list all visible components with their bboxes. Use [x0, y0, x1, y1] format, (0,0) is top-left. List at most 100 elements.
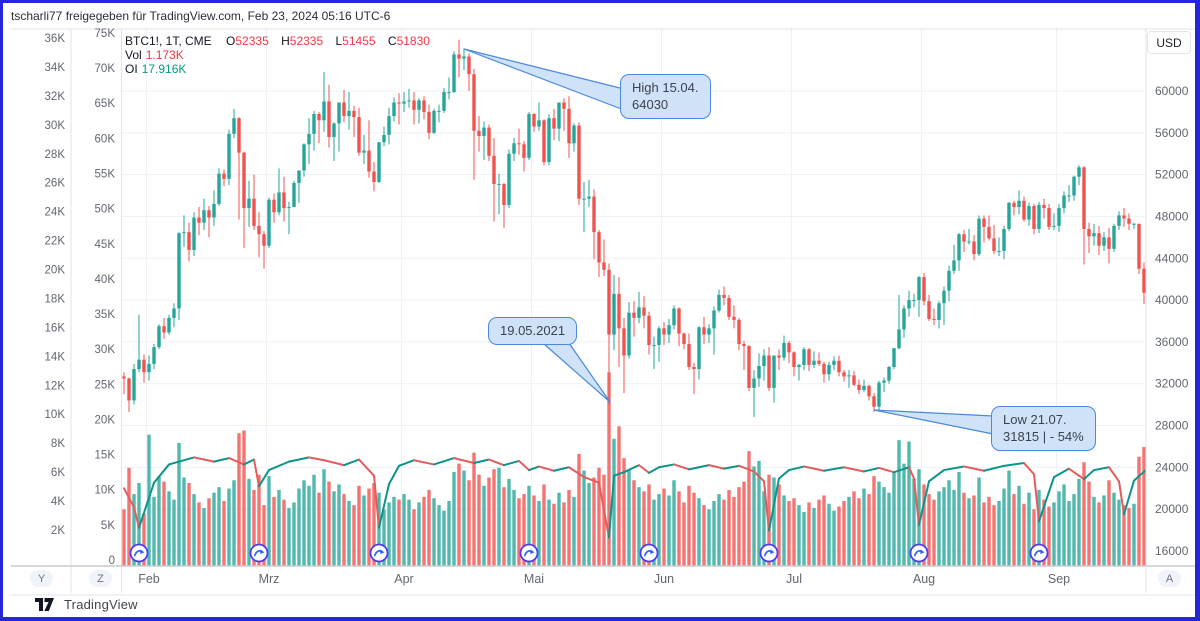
volume-bar: [937, 491, 941, 566]
volume-bar: [1022, 503, 1026, 566]
volume-bar: [127, 467, 131, 566]
expiry-marker-icon[interactable]: [519, 543, 539, 563]
open-label: O: [226, 34, 236, 48]
volume-tick-label: 32K: [45, 91, 66, 103]
callout-text: 31815 | - 54%: [1003, 429, 1084, 444]
volume-tick-label: 28K: [45, 149, 66, 161]
oi-tick-label: 45K: [95, 239, 116, 251]
volume-bar: [982, 502, 986, 566]
candle-body: [272, 199, 276, 213]
open-value: 52335: [235, 34, 269, 48]
marker-circle: [129, 543, 149, 563]
volume-scale-button[interactable]: Y: [30, 570, 53, 587]
oi-label[interactable]: OI: [125, 62, 138, 76]
price-chart-canvas[interactable]: 36K 34K 32K 30K 28K 26K 24K 22K 20K 18K 16K 14K 12K 1…: [3, 3, 1195, 617]
candle-body: [582, 198, 586, 200]
tradingview-attribution[interactable]: TradingView: [35, 597, 138, 612]
oi-tick-label: 40K: [95, 274, 116, 286]
oi-line-segment: [738, 464, 755, 473]
candle-body: [637, 307, 641, 318]
volume-value: 1.173K: [145, 48, 184, 62]
candle-body: [707, 328, 711, 335]
volume-bar: [572, 496, 576, 566]
volume-bar: [432, 498, 436, 566]
volume-bar: [662, 488, 666, 566]
candle-body: [1022, 200, 1026, 220]
volume-bar: [962, 492, 966, 566]
callout-tail[interactable]: [463, 48, 625, 111]
volume-bar: [392, 496, 396, 566]
copyright-header: tscharli77 freigegeben für TradingView.c…: [11, 9, 391, 23]
candle-body: [147, 363, 151, 373]
volume-label[interactable]: Vol: [125, 48, 142, 62]
candle-body: [412, 100, 416, 110]
candle-body: [837, 360, 841, 373]
candle-body: [572, 125, 576, 144]
oi-line-segment: [243, 458, 255, 466]
callout-tail[interactable]: [873, 409, 994, 435]
oi-scale-button[interactable]: Z: [89, 570, 112, 587]
volume-bar: [522, 494, 526, 566]
volume-bar: [172, 499, 176, 566]
candle-body: [1032, 206, 1036, 229]
volume-bar: [142, 513, 146, 566]
volume-bar: [1092, 496, 1096, 566]
volume-bar: [447, 500, 451, 566]
expiry-marker-icon[interactable]: [759, 543, 779, 563]
volume-bar: [552, 503, 556, 566]
volume-bar: [397, 499, 401, 566]
oi-line-segment: [528, 465, 540, 472]
expiry-marker-icon[interactable]: [909, 543, 929, 563]
volume-bar: [792, 498, 796, 566]
expiry-marker-icon[interactable]: [129, 543, 149, 563]
symbol-title[interactable]: BTC1!, 1T, CME: [125, 34, 212, 48]
candle-body: [1042, 204, 1046, 209]
oi-line-segment: [843, 466, 865, 473]
marker-arrowhead: [920, 549, 925, 554]
candle-body: [567, 108, 571, 144]
candle-body: [157, 326, 161, 348]
price-tick-label: 32000: [1155, 377, 1189, 391]
volume-tick-label: 18K: [45, 293, 66, 305]
callout-high[interactable]: High 15.04. 64030: [620, 74, 711, 119]
candle-body: [387, 116, 391, 135]
oi-line-segment: [1033, 473, 1040, 523]
volume-bar: [1012, 494, 1016, 566]
oi-tick-label: 5K: [101, 520, 115, 532]
expiry-marker-icon[interactable]: [369, 543, 389, 563]
callout-date[interactable]: 19.05.2021: [488, 317, 578, 345]
volume-bar: [212, 492, 216, 566]
volume-bar: [422, 496, 426, 566]
oi-line-segment: [413, 459, 435, 466]
volume-bar: [567, 489, 571, 566]
candle-body: [1047, 208, 1051, 227]
currency-toggle-button[interactable]: USD: [1147, 31, 1191, 54]
oi-line-segment: [123, 487, 135, 509]
volume-tick-label: 8K: [51, 438, 65, 450]
marker-circle: [369, 543, 389, 563]
candle-body: [732, 316, 736, 320]
price-scale-button[interactable]: A: [1158, 570, 1181, 587]
candle-body: [667, 325, 671, 335]
volume-bar: [727, 489, 731, 566]
volume-bar: [547, 499, 551, 566]
candle-body: [1007, 202, 1011, 229]
expiry-marker-icon[interactable]: [249, 543, 269, 563]
expiry-marker-icon[interactable]: [639, 543, 659, 563]
candle-body: [922, 277, 926, 302]
candle-body: [202, 210, 206, 223]
oi-line-segment: [963, 465, 985, 472]
oi-line-segment: [538, 465, 555, 472]
callout-low[interactable]: Low 21.07. 31815 | - 54%: [991, 406, 1096, 451]
volume-bar: [197, 502, 201, 566]
candle-body: [727, 298, 731, 317]
marker-circle: [1029, 543, 1049, 563]
candle-body: [577, 125, 581, 199]
volume-bar: [482, 485, 486, 566]
candle-body: [977, 218, 981, 255]
expiry-marker-icon[interactable]: [1029, 543, 1049, 563]
volume-bar: [857, 498, 861, 566]
candle-body: [672, 308, 676, 326]
volume-bar: [237, 433, 241, 566]
legend-oi-row: OI 17.916K: [125, 62, 430, 76]
